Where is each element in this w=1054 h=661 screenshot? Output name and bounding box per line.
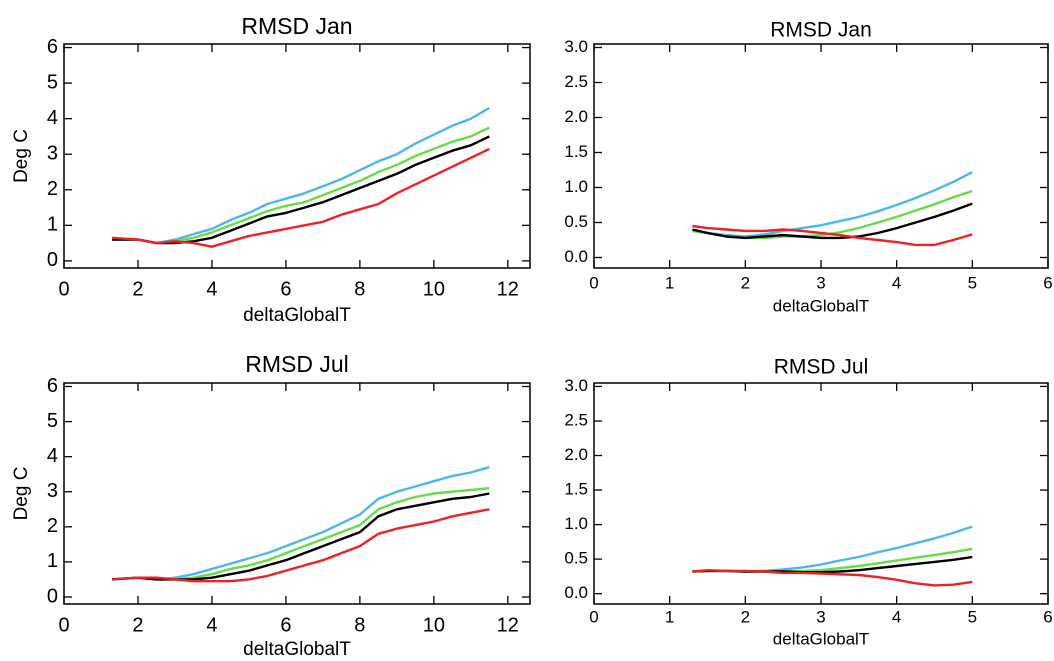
x-tick-label: 0 [58,278,69,300]
series-line [692,525,973,573]
axis-box [63,43,531,269]
y-axis-label: Deg C [11,467,32,521]
x-tick-label: 6 [1043,273,1052,292]
x-tick-label: 2 [741,607,750,626]
y-tick-label: 3 [47,480,58,502]
y-tick-label: 1 [47,550,58,572]
x-tick-label: 1 [665,273,674,292]
chart-title: RMSD Jan [241,13,352,39]
x-axis-label: deltaGlobalT [773,629,869,648]
y-tick-label: 0.5 [564,549,588,568]
y-tick-label: 1.5 [564,142,588,161]
x-tick-label: 4 [206,278,217,300]
x-axis-label: deltaGlobalT [773,296,869,315]
y-tick-label: 3.0 [564,376,588,395]
y-axis-label: Deg C [11,129,32,183]
x-tick-label: 0 [589,607,598,626]
x-tick-label: 12 [497,614,519,636]
x-tick-label: 8 [354,614,365,636]
y-tick-label: 4 [47,445,58,467]
series-line [692,569,973,587]
axis-box [63,382,531,605]
x-tick-label: 0 [58,614,69,636]
y-tick-label: 2.5 [564,72,588,91]
series-line [692,171,973,238]
series-line [692,202,973,240]
y-tick-label: 5 [47,410,58,432]
x-tick-label: 3 [816,607,825,626]
y-tick-label: 3 [47,143,58,165]
y-tick-label: 2.5 [564,410,588,429]
x-tick-label: 8 [354,278,365,300]
series-line [112,106,490,245]
y-tick-label: 1 [47,214,58,236]
y-tick-label: 4 [47,107,58,129]
y-tick-label: 6 [47,36,58,58]
x-tick-label: 3 [816,273,825,292]
x-tick-label: 6 [280,278,291,300]
y-tick-label: 0.0 [564,583,588,602]
x-tick-label: 6 [1043,607,1052,626]
series-line [112,126,490,245]
x-tick-label: 2 [741,273,750,292]
x-tick-label: 4 [892,273,901,292]
y-tick-label: 2 [47,178,58,200]
y-tick-label: 1.0 [564,177,588,196]
x-tick-label: 4 [206,614,217,636]
y-tick-label: 1.0 [564,514,588,533]
series-line [692,224,973,247]
series-line [692,547,973,573]
x-tick-label: 2 [132,614,143,636]
y-tick-label: 2.0 [564,445,588,464]
x-axis-label: deltaGlobalT [243,305,351,326]
y-tick-label: 2.0 [564,107,588,126]
y-tick-label: 0 [47,249,58,271]
x-tick-label: 1 [665,607,674,626]
series-line [112,466,490,581]
y-tick-label: 1.5 [564,480,588,499]
y-tick-label: 6 [47,375,58,397]
x-tick-label: 0 [589,273,598,292]
x-tick-label: 5 [968,607,977,626]
series-line [112,147,490,248]
y-tick-label: 0.0 [564,247,588,266]
y-tick-label: 0 [47,585,58,607]
y-tick-label: 2 [47,515,58,537]
series-line [112,508,490,583]
chart-title: RMSD Jul [774,356,869,379]
x-tick-label: 10 [423,278,445,300]
x-tick-label: 4 [892,607,901,626]
chart-title: RMSD Jul [245,351,349,377]
x-tick-label: 5 [968,273,977,292]
y-tick-label: 5 [47,71,58,93]
y-tick-label: 3.0 [564,37,588,56]
x-tick-label: 12 [497,278,519,300]
x-axis-label: deltaGlobalT [243,639,351,660]
x-tick-label: 10 [423,614,445,636]
x-tick-label: 2 [132,278,143,300]
x-tick-label: 6 [280,614,291,636]
chart-title: RMSD Jan [770,19,872,42]
y-tick-label: 0.5 [564,212,588,231]
